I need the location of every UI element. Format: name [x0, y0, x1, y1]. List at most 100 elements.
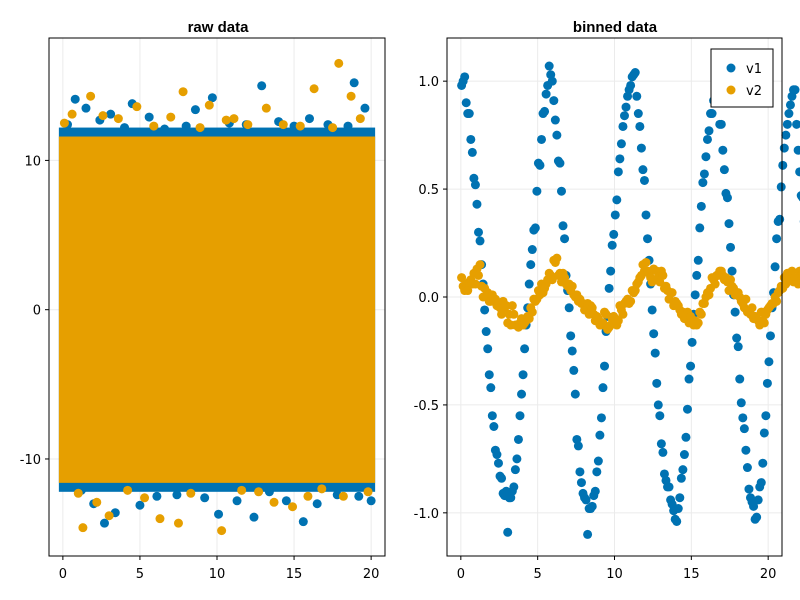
raw-point-v1 [106, 109, 116, 119]
binned-point-v1 [727, 266, 737, 276]
raw-point-v1 [343, 121, 353, 131]
binned-point-v1 [598, 383, 608, 393]
binned-point-v1 [517, 389, 527, 399]
binned-point-v1 [472, 199, 482, 209]
raw-data-title: raw data [188, 19, 250, 36]
binned-point-v1 [481, 327, 491, 337]
binned-point-v1 [595, 430, 605, 440]
binned-point-v1 [652, 378, 662, 388]
binned-point-v1 [673, 504, 683, 514]
binned-point-v1 [704, 126, 714, 136]
binned-point-v1 [575, 467, 585, 477]
binned-point-v1 [552, 130, 562, 140]
raw-point-v1 [264, 487, 274, 497]
binned-point-v1 [732, 333, 742, 343]
binned-point-v1 [744, 484, 754, 494]
raw-point-v2 [204, 100, 214, 110]
raw-point-v2 [155, 514, 165, 524]
binned-point-v1 [782, 119, 792, 129]
binned-point-v1 [736, 398, 746, 408]
binned-point-v1 [619, 111, 629, 121]
binned-point-v1 [600, 361, 610, 371]
binned-point-v1 [549, 96, 559, 106]
x-tick-label: 0 [457, 567, 465, 582]
raw-point-v1 [304, 114, 314, 124]
raw-point-v1 [349, 78, 359, 88]
binned-point-v2 [475, 260, 485, 270]
binned-point-v2 [658, 270, 668, 280]
binned-point-v1 [716, 119, 726, 129]
binned-point-v2 [741, 294, 751, 304]
raw-point-v2 [346, 91, 356, 101]
binned-point-v2 [641, 257, 651, 267]
raw-point-v2 [86, 91, 96, 101]
binned-point-v1 [784, 109, 794, 119]
binned-point-v1 [530, 223, 540, 233]
binned-point-v1 [547, 76, 557, 86]
y-tick-label: -10 [20, 453, 41, 468]
x-tick-label: 5 [136, 567, 144, 582]
binned-point-v1 [722, 193, 732, 203]
binned-point-v1 [470, 180, 480, 190]
raw-point-v1 [257, 81, 267, 91]
binned-point-v1 [692, 270, 702, 280]
raw-point-v2 [334, 58, 344, 68]
binned-point-v2 [507, 301, 517, 311]
binned-point-v1 [475, 236, 485, 246]
raw-point-v1 [366, 496, 376, 506]
legend-marker-v2 [726, 85, 736, 95]
binned-point-v1 [795, 167, 800, 177]
raw-point-v1 [144, 112, 154, 122]
binned-point-v1 [613, 167, 623, 177]
binned-point-v1 [487, 411, 497, 421]
x-tick-label: 0 [59, 567, 67, 582]
binned-point-v1 [527, 245, 537, 255]
binned-point-v1 [621, 102, 631, 112]
binned-point-v1 [555, 158, 565, 168]
binned-point-v1 [610, 210, 620, 220]
binned-point-v1 [682, 404, 692, 414]
raw-point-v2 [355, 114, 365, 124]
raw-point-v2 [104, 511, 114, 521]
binned-point-v1 [696, 201, 706, 211]
raw-point-v2 [59, 118, 69, 128]
binned-point-v1 [658, 447, 668, 457]
raw-point-v1 [81, 103, 91, 113]
binned-point-v1 [526, 260, 536, 270]
binned-point-v1 [518, 370, 528, 380]
raw-point-v2 [221, 115, 231, 125]
binned-point-v1 [765, 331, 775, 341]
binned-point-v2 [696, 309, 706, 319]
raw-point-v1 [207, 93, 217, 103]
binned-point-v2 [693, 318, 703, 328]
raw-data-x-ticks: 0 5 10 15 20 [59, 556, 380, 582]
binned-point-v1 [653, 400, 663, 410]
binned-point-v1 [633, 109, 643, 119]
binned-point-v1 [497, 473, 507, 483]
raw-point-v2 [237, 485, 247, 495]
binned-point-v1 [778, 160, 788, 170]
x-tick-label: 20 [363, 567, 380, 582]
raw-point-v1 [214, 509, 224, 519]
raw-point-v1 [281, 496, 291, 506]
raw-point-v2 [149, 121, 159, 131]
raw-point-v2 [113, 114, 123, 124]
raw-point-v2 [261, 103, 271, 113]
binned-point-v1 [604, 283, 614, 293]
binned-point-v1 [641, 210, 651, 220]
binned-point-v1 [467, 147, 477, 157]
binned-point-v1 [630, 68, 640, 78]
raw-data-axis: raw data 0 5 10 15 20 -10 0 10 [20, 19, 386, 582]
binned-point-v1 [792, 119, 800, 129]
binned-point-v1 [460, 72, 470, 82]
binned-point-v2 [747, 303, 757, 313]
binned-point-v1 [493, 458, 503, 468]
binned-point-v1 [761, 411, 771, 421]
binned-point-v1 [752, 512, 762, 522]
binned-point-v1 [560, 234, 570, 244]
binned-point-v1 [781, 130, 791, 140]
binned-point-v1 [764, 357, 774, 367]
binned-point-v1 [702, 134, 712, 144]
raw-point-v1 [135, 500, 145, 510]
raw-point-v2 [295, 121, 305, 131]
